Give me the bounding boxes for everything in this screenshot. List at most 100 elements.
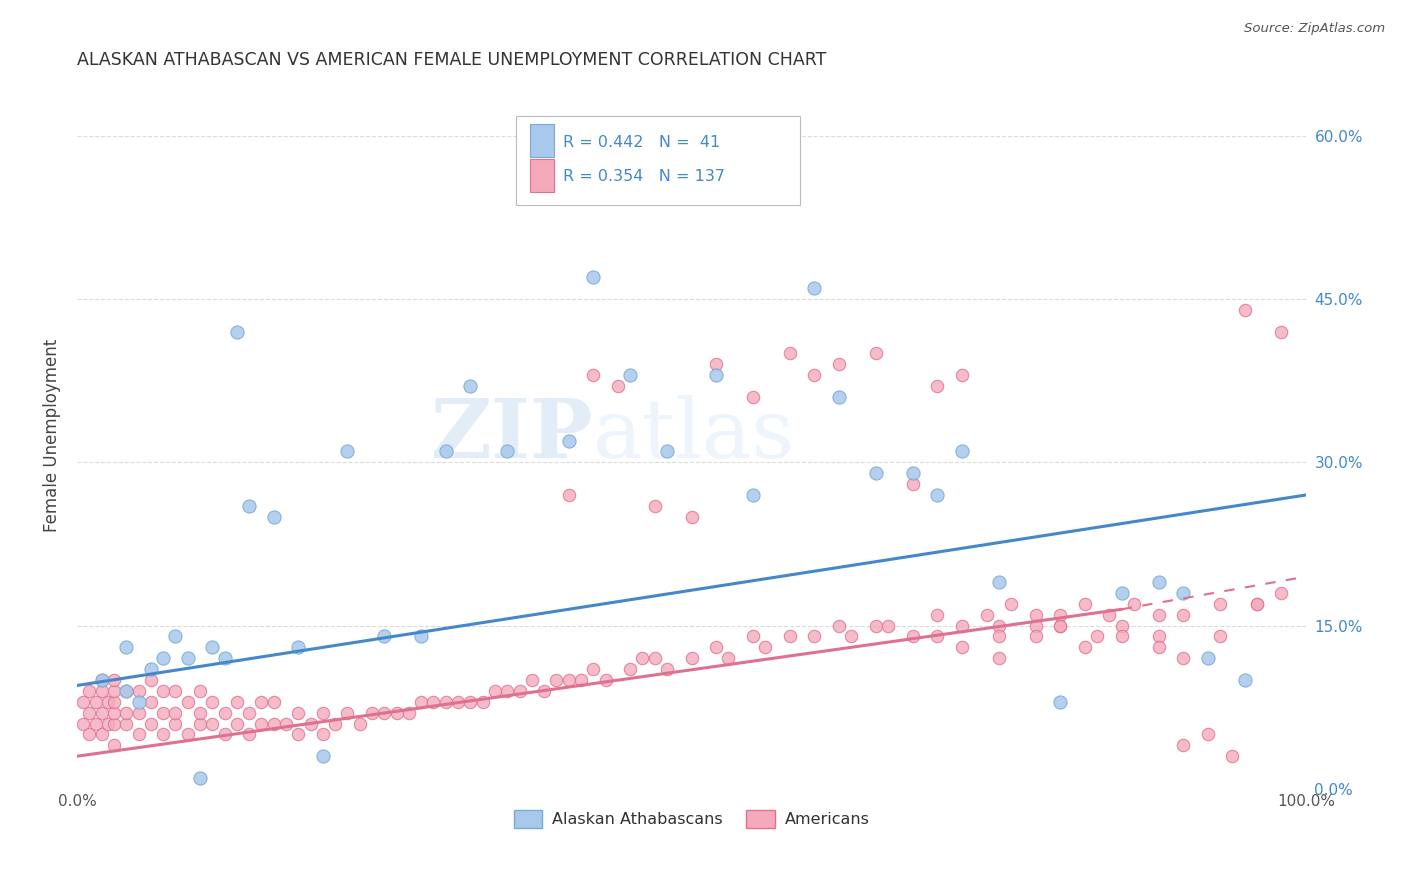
Point [115, 640, 138, 655]
Point [115, 684, 138, 698]
Point [165, 716, 187, 731]
Point [90, 673, 112, 687]
Point [361, 706, 384, 720]
Point [803, 281, 825, 295]
Point [828, 357, 851, 371]
Point [508, 684, 530, 698]
Point [557, 434, 579, 448]
Point [139, 716, 162, 731]
Point [225, 716, 247, 731]
Point [214, 706, 236, 720]
Point [90, 727, 112, 741]
Point [644, 651, 666, 665]
Point [373, 706, 395, 720]
Point [779, 346, 801, 360]
Point [103, 706, 125, 720]
Point [312, 706, 335, 720]
Point [1111, 630, 1133, 644]
Point [349, 716, 371, 731]
Point [704, 368, 727, 383]
Point [79, 706, 101, 720]
Point [742, 390, 765, 404]
Point [201, 695, 224, 709]
Point [72, 695, 94, 709]
Point [877, 618, 900, 632]
Point [238, 706, 260, 720]
Point [927, 630, 949, 644]
Point [987, 618, 1010, 632]
Point [128, 684, 150, 698]
Point [336, 444, 359, 458]
Point [927, 379, 949, 393]
Point [927, 488, 949, 502]
Point [263, 695, 285, 709]
Point [976, 607, 998, 622]
Point [103, 716, 125, 731]
Point [97, 695, 120, 709]
Point [214, 651, 236, 665]
Point [103, 695, 125, 709]
Point [238, 499, 260, 513]
Point [927, 607, 949, 622]
Y-axis label: Female Unemployment: Female Unemployment [44, 338, 60, 532]
Point [422, 695, 444, 709]
Point [323, 716, 346, 731]
Point [1049, 607, 1071, 622]
Point [201, 640, 224, 655]
Point [865, 346, 887, 360]
Point [385, 706, 408, 720]
Point [152, 651, 174, 665]
Point [1209, 630, 1232, 644]
Point [152, 684, 174, 698]
Point [619, 368, 641, 383]
Point [533, 684, 555, 698]
Point [250, 716, 273, 731]
Point [619, 662, 641, 676]
Point [704, 357, 727, 371]
Point [97, 716, 120, 731]
Point [312, 727, 335, 741]
Point [72, 716, 94, 731]
Point [496, 444, 519, 458]
Point [84, 695, 107, 709]
Point [803, 368, 825, 383]
Point [1074, 597, 1097, 611]
Point [1111, 618, 1133, 632]
Point [188, 716, 211, 731]
Point [411, 695, 433, 709]
Point [742, 488, 765, 502]
Point [865, 467, 887, 481]
Point [582, 368, 605, 383]
Point [1074, 640, 1097, 655]
Point [103, 673, 125, 687]
Point [1025, 618, 1047, 632]
Text: R = 0.442   N =  41: R = 0.442 N = 41 [562, 135, 720, 150]
Point [1025, 607, 1047, 622]
Point [655, 662, 678, 676]
Point [704, 640, 727, 655]
Point [606, 379, 628, 393]
Point [1147, 575, 1170, 590]
Point [1173, 739, 1195, 753]
Point [546, 673, 568, 687]
Point [1173, 586, 1195, 600]
Point [128, 695, 150, 709]
Point [950, 444, 973, 458]
Legend: Alaskan Athabascans, Americans: Alaskan Athabascans, Americans [508, 804, 876, 834]
Point [1197, 727, 1219, 741]
Point [263, 509, 285, 524]
Point [287, 706, 309, 720]
Point [950, 368, 973, 383]
Point [188, 706, 211, 720]
Point [165, 706, 187, 720]
Point [1173, 607, 1195, 622]
Text: atlas: atlas [593, 395, 796, 475]
Point [950, 618, 973, 632]
Point [681, 509, 703, 524]
Point [128, 706, 150, 720]
Point [90, 684, 112, 698]
Point [987, 575, 1010, 590]
Point [520, 673, 543, 687]
Point [1025, 630, 1047, 644]
Point [1049, 618, 1071, 632]
